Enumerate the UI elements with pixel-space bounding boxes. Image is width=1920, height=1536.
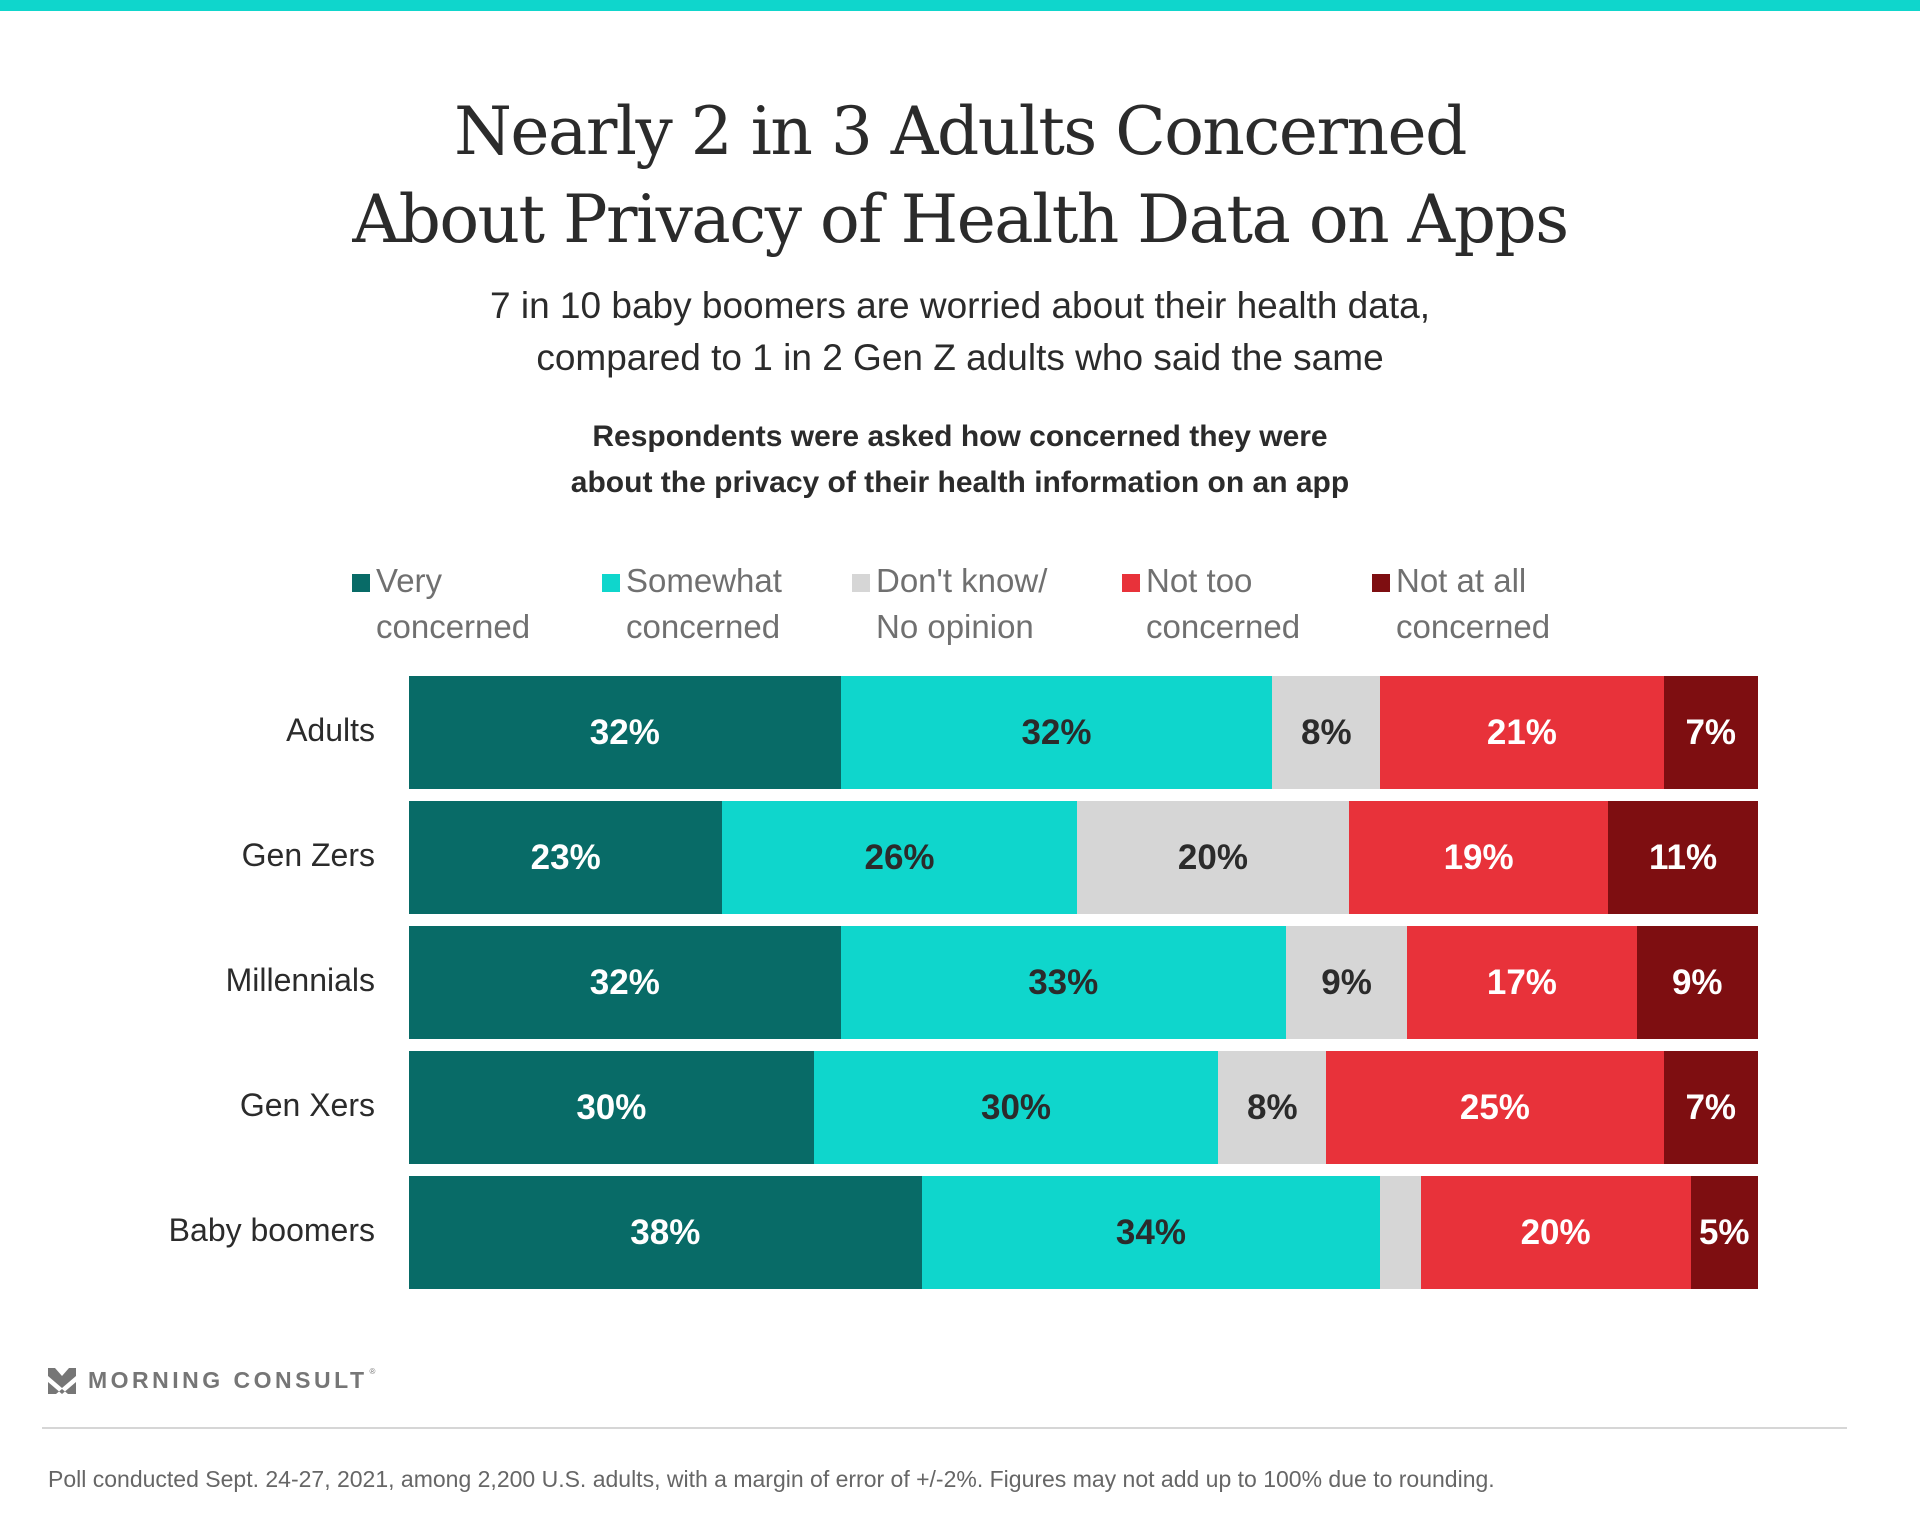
bar-segment: 21% — [1380, 676, 1664, 789]
bar-row: 23% 26% 20% 19% 11% — [409, 801, 1758, 914]
category-label: Adults — [286, 712, 375, 748]
legend-label-line-2: concerned — [376, 608, 531, 645]
legend-label-line-2: concerned — [1396, 608, 1551, 645]
brand-name: MORNING CONSULT — [88, 1367, 368, 1393]
bar-data-label: 8% — [1247, 1087, 1298, 1127]
bar-data-label: 7% — [1685, 1087, 1737, 1127]
bar-data-label: 5% — [1698, 1212, 1750, 1252]
bar-segment: 33% — [840, 926, 1286, 1039]
bar-data-label: 30% — [981, 1087, 1052, 1127]
morning-consult-chevron-icon — [48, 1367, 76, 1394]
chart-title: Nearly 2 in 3 Adults Concerned About Pri… — [0, 88, 1920, 264]
bar-segment: 38% — [409, 1176, 922, 1289]
bar-segment: 20% — [1076, 801, 1350, 914]
legend-swatch-icon — [1372, 574, 1390, 592]
survey-question-line-2: about the privacy of their health inform… — [570, 466, 1350, 499]
bar-data-label: 7% — [1685, 712, 1737, 752]
bar-segment: 23% — [409, 801, 723, 914]
bar-data-label: 23% — [530, 837, 601, 877]
bar-segment: 5% — [1690, 1176, 1758, 1289]
legend-label: Somewhat concerned — [602, 558, 782, 650]
legend-label-line-2: concerned — [1146, 608, 1301, 645]
bar-data-label: 38% — [630, 1212, 701, 1252]
bar-data-label: 9% — [1671, 962, 1723, 1002]
stacked-bar-chart: Adults 32% 32% 8% 21% 7% Gen Zers 23% 26% 20% 19% 1… — [168, 676, 1758, 1289]
chart-subtitle-line-1: 7 in 10 baby boomers are worried about t… — [490, 285, 1430, 326]
top-accent-bar — [0, 0, 1920, 11]
registered-mark: ® — [369, 1367, 376, 1376]
category-label: Millennials — [225, 962, 375, 998]
bar-data-label: 19% — [1443, 837, 1514, 877]
bar-data-label: 17% — [1486, 962, 1557, 1002]
bar-data-label: 32% — [589, 712, 660, 752]
legend-label-line-1: Somewhat — [626, 562, 782, 599]
legend-label-line-1: Very — [376, 562, 443, 599]
legend-swatch-icon — [852, 574, 870, 592]
bar-data-label: 8% — [1301, 712, 1352, 752]
category-label: Baby boomers — [168, 1212, 375, 1248]
bar-data-label: 20% — [1177, 837, 1248, 877]
bar-data-label: 30% — [576, 1087, 647, 1127]
category-label: Gen Xers — [239, 1087, 375, 1123]
chart-subtitle-line-2: compared to 1 in 2 Gen Z adults who said… — [536, 337, 1384, 378]
legend-label-line-1: Not at all — [1396, 562, 1527, 599]
bar-segment: 20% — [1420, 1176, 1691, 1289]
chart-subtitle: 7 in 10 baby boomers are worried about t… — [0, 280, 1920, 384]
bar-segment: 26% — [722, 801, 1077, 914]
bar-segment: 32% — [409, 926, 841, 1039]
legend-label: Not at all concerned — [1372, 558, 1550, 650]
bar-segment: 8% — [1272, 676, 1381, 789]
bar-segment: 11% — [1608, 801, 1758, 914]
legend-swatch-icon — [352, 574, 370, 592]
legend-swatch-icon — [1122, 574, 1140, 592]
bar-data-label: 33% — [1028, 962, 1099, 1002]
bar-segment: 7% — [1663, 676, 1758, 789]
legend-label-line-2: concerned — [626, 608, 781, 645]
methodology-footnote: Poll conducted Sept. 24-27, 2021, among … — [48, 1466, 1495, 1492]
legend-label: Very concerned — [352, 558, 530, 650]
bar-row: 38% 34% 20% 5% — [409, 1176, 1758, 1289]
morning-consult-logo: MORNING CONSULT ® — [48, 1367, 375, 1394]
bar-row: 32% 33% 9% 17% 9% — [409, 926, 1758, 1039]
bar-data-label: 21% — [1486, 712, 1557, 752]
bar-segment: 25% — [1326, 1051, 1664, 1164]
legend-label-line-2: No opinion — [876, 608, 1034, 645]
legend-label: Don't know/No opinion — [852, 558, 1047, 650]
bar-segment: 32% — [409, 676, 841, 789]
footer-divider — [42, 1427, 1847, 1429]
bar-segment: 9% — [1636, 926, 1758, 1039]
bar-data-label: 32% — [1021, 712, 1092, 752]
bar-segment: 17% — [1407, 926, 1637, 1039]
bar-data-label: 25% — [1459, 1087, 1530, 1127]
bar-data-label: 20% — [1520, 1212, 1591, 1252]
bar-row: 32% 32% 8% 21% 7% — [409, 676, 1758, 789]
bar-segment: 30% — [409, 1051, 814, 1164]
bar-data-label: 32% — [589, 962, 660, 1002]
bar-segment — [1380, 1176, 1421, 1289]
survey-question: Respondents were asked how concerned the… — [0, 414, 1920, 506]
legend-swatch-icon — [602, 574, 620, 592]
bar-data-label: 9% — [1321, 962, 1372, 1002]
bar-row: 30% 30% 8% 25% 7% — [409, 1051, 1758, 1164]
bar-segment: 8% — [1218, 1051, 1327, 1164]
bar-data-label: 26% — [864, 837, 935, 877]
bar-segment: 34% — [921, 1176, 1381, 1289]
bar-segment: 9% — [1285, 926, 1408, 1039]
legend-label: Not too concerned — [1122, 558, 1300, 650]
legend-label-line-1: Don't know/ — [876, 562, 1048, 599]
bar-data-label: 11% — [1648, 837, 1718, 877]
bar-data-label: 34% — [1115, 1212, 1186, 1252]
category-label: Gen Zers — [241, 837, 375, 873]
bar-segment: 19% — [1349, 801, 1609, 914]
legend-label-line-1: Not too — [1146, 562, 1253, 599]
bar-segment: 30% — [813, 1051, 1219, 1164]
chart-title-line-1: Nearly 2 in 3 Adults Concerned — [454, 93, 1467, 170]
survey-question-line-1: Respondents were asked how concerned the… — [592, 420, 1328, 453]
bar-segment: 7% — [1663, 1051, 1758, 1164]
chart-title-line-2: About Privacy of Health Data on Apps — [352, 181, 1569, 258]
bar-segment: 32% — [840, 676, 1273, 789]
